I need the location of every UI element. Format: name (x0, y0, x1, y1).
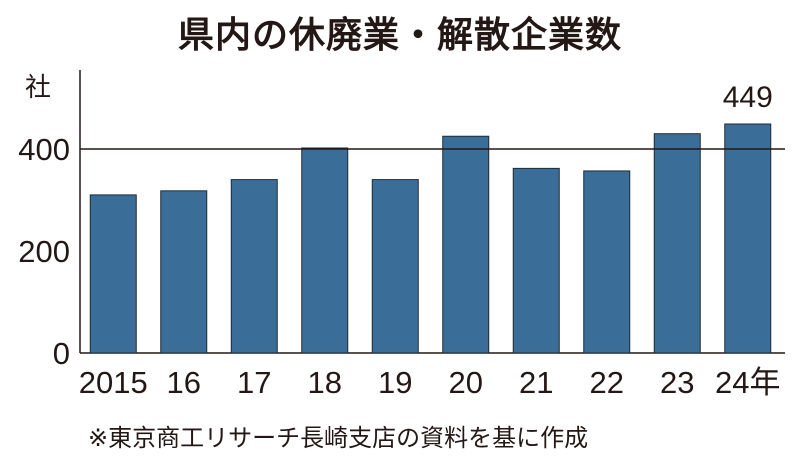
y-tick-label: 200 (18, 234, 70, 269)
x-tick-label: 23 (660, 365, 694, 400)
y-tick-label: 0 (53, 336, 70, 371)
bar (724, 123, 772, 354)
x-tick-label: 18 (308, 365, 342, 400)
x-tick-label: 24年 (715, 365, 780, 400)
y-tick-label: 400 (18, 132, 70, 167)
y-unit-label: 社 (25, 73, 51, 103)
data-label: 449 (723, 81, 773, 114)
x-tick-label: 21 (519, 365, 553, 400)
bar (583, 170, 631, 354)
x-tick-label: 2015 (79, 365, 148, 400)
x-tick-label: 17 (237, 365, 271, 400)
bar (653, 133, 701, 354)
x-tick-label: 20 (449, 365, 483, 400)
bar (442, 135, 490, 354)
bar (89, 194, 137, 354)
x-tick-label: 19 (378, 365, 412, 400)
bar (160, 190, 208, 354)
x-tick-label: 16 (167, 365, 201, 400)
bar (371, 179, 419, 354)
chart-title: 県内の休廃業・解散企業数 (177, 15, 622, 56)
source-note: ※東京商工リサーチ長崎支店の資料を基に作成 (88, 424, 589, 452)
bar (512, 167, 560, 354)
x-tick-label: 22 (590, 365, 624, 400)
bar (301, 147, 349, 354)
bar (230, 179, 278, 354)
